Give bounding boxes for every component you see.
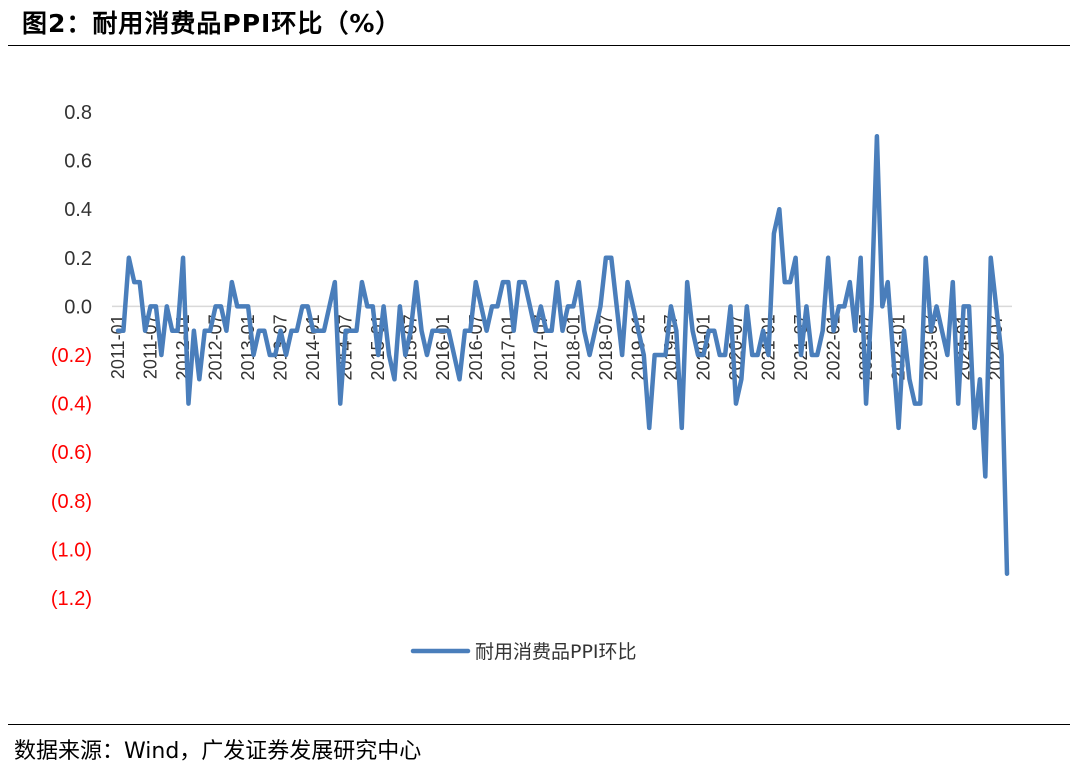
x-tick-label: 2015-07 bbox=[401, 314, 421, 380]
y-tick-label: 0.6 bbox=[64, 151, 92, 173]
x-tick-label: 2012-07 bbox=[206, 314, 226, 380]
y-tick-label: 0.0 bbox=[64, 296, 92, 318]
y-tick-label: (0.2) bbox=[51, 345, 92, 367]
figure-title: 图2：耐用消费品PPI环比（%） bbox=[22, 9, 402, 38]
y-tick-label: (0.6) bbox=[51, 442, 92, 464]
y-tick-label: 0.2 bbox=[64, 248, 92, 270]
x-tick-label: 2018-07 bbox=[596, 314, 616, 380]
legend-label: 耐用消费品PPI环比 bbox=[475, 641, 637, 663]
y-tick-label: 0.4 bbox=[64, 199, 92, 221]
y-axis: 0.8 0.6 0.4 0.2 0.0 (0.2) (0.4) (0.6) (0.8) (1.0)… bbox=[51, 102, 92, 610]
y-tick-label: (0.8) bbox=[51, 491, 92, 513]
x-tick-label: 2023-07 bbox=[921, 314, 941, 380]
title-rule bbox=[8, 45, 1070, 46]
source-note: 数据来源：Wind，广发证券发展研究中心 bbox=[14, 739, 422, 764]
y-tick-label: (1.0) bbox=[51, 539, 92, 561]
y-tick-label: 0.8 bbox=[64, 102, 92, 124]
source-rule bbox=[8, 724, 1070, 725]
legend: 耐用消费品PPI环比 bbox=[410, 641, 637, 663]
y-tick-label: (0.4) bbox=[51, 394, 92, 416]
x-tick-label: 2022-01 bbox=[824, 314, 844, 380]
series-line bbox=[115, 134, 1010, 576]
x-tick-label: 2016-07 bbox=[466, 314, 486, 380]
y-tick-label: (1.2) bbox=[51, 588, 92, 610]
x-tick-label: 2018-01 bbox=[563, 314, 583, 380]
x-tick-label: 2013-07 bbox=[271, 314, 291, 380]
